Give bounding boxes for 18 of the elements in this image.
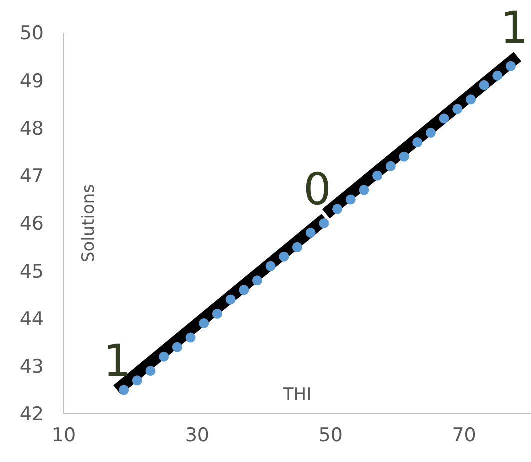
y-tick-label: 45 (20, 260, 44, 283)
annotation: 0 (304, 164, 332, 216)
y-tick-label: 43 (20, 356, 44, 378)
x-tick-label: 30 (185, 424, 210, 446)
y-tick-label: 46 (20, 213, 44, 236)
annotation: 1 (103, 336, 132, 388)
y-tick-label: 44 (20, 308, 44, 330)
y-tick-label: 48 (20, 118, 44, 140)
y-axis-title: Solutions (79, 184, 100, 263)
x-tick-label: 10 (52, 424, 76, 446)
annotation: 1 (500, 2, 528, 54)
y-tick-label: 42 (20, 404, 44, 426)
y-tick-label: 50 (20, 22, 44, 45)
x-tick-label: 50 (318, 424, 343, 446)
x-axis-title: THI (282, 385, 312, 405)
y-tick-label: 47 (20, 166, 44, 188)
y-tick-label: 49 (20, 70, 44, 92)
x-tick-label: 70 (452, 424, 476, 446)
